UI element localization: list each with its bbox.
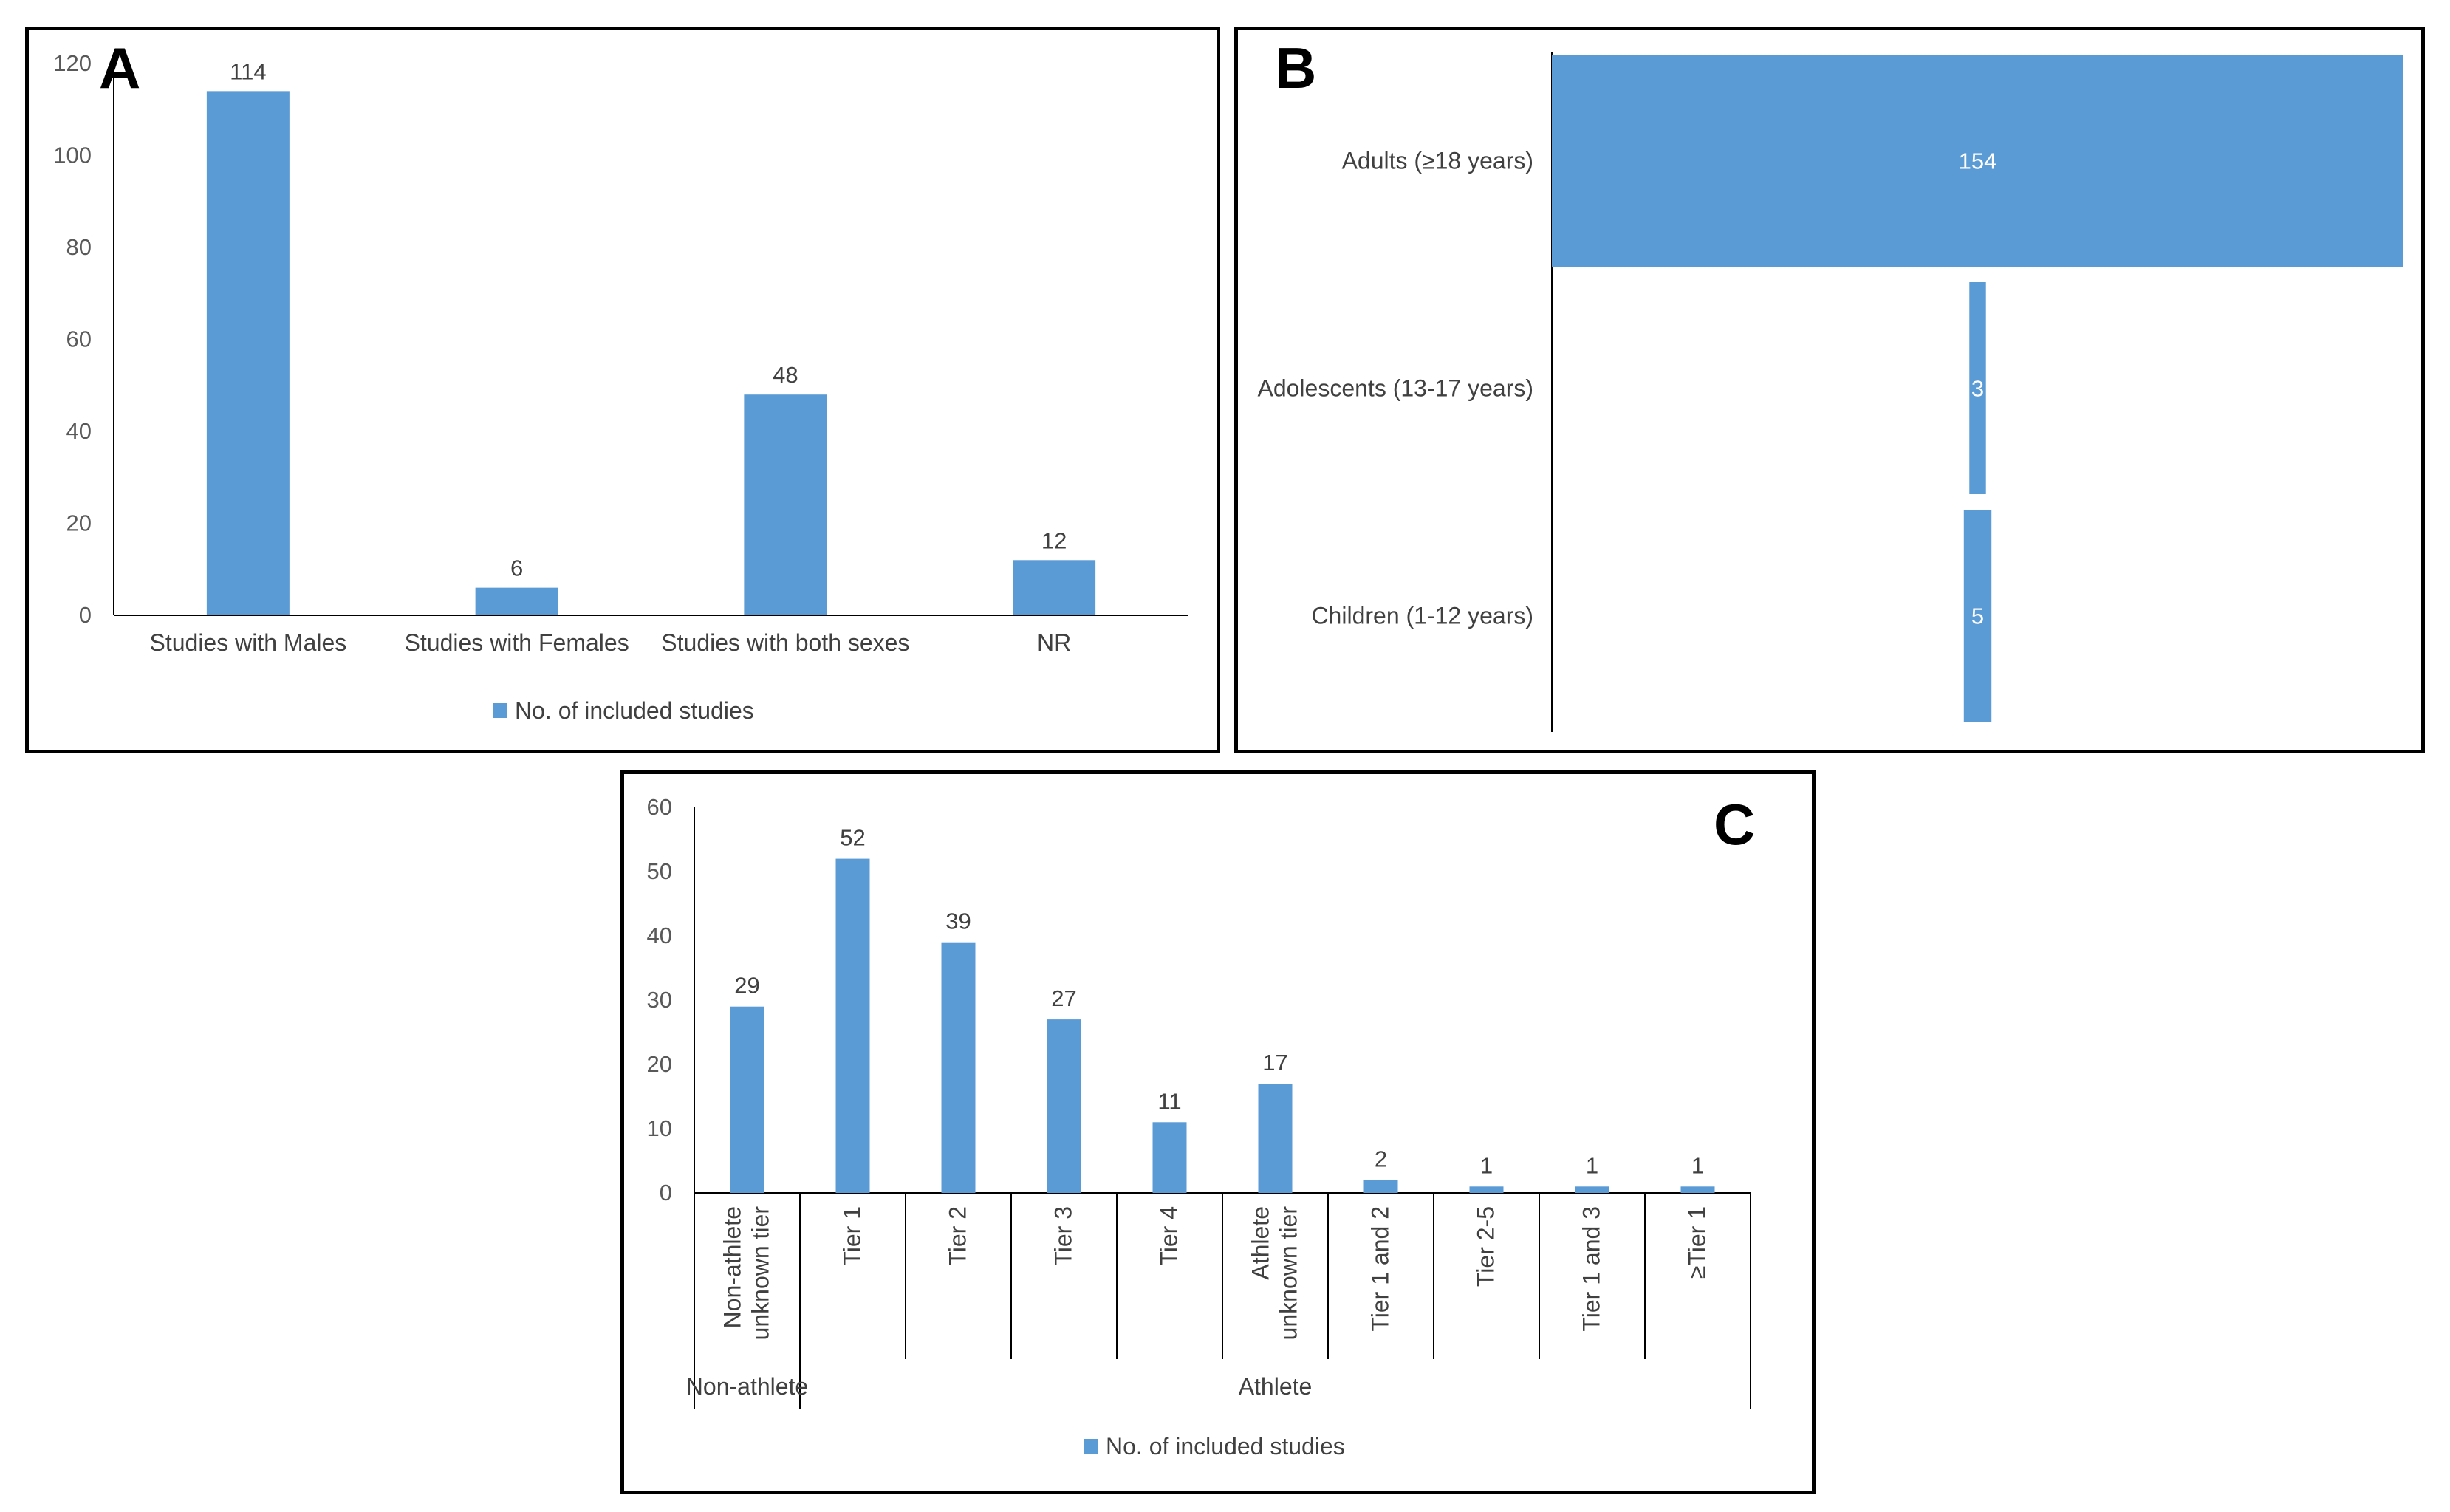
data-label: 48 [773, 362, 798, 388]
y-tick-label: 40 [647, 923, 672, 948]
x-tick-label: unknown tier [1276, 1206, 1302, 1341]
bar [835, 858, 870, 1193]
group-label: Athlete [1239, 1373, 1313, 1400]
x-tick-label: Tier 1 [839, 1206, 866, 1266]
category-label: Children (1-12 years) [1311, 603, 1533, 629]
category-label: Adults (≥18 years) [1342, 148, 1533, 174]
bar [941, 942, 976, 1193]
data-label: 39 [945, 909, 971, 934]
panel-letter: A [99, 35, 140, 100]
data-label: 1 [1480, 1152, 1493, 1178]
x-tick-label: Tier 1 and 3 [1578, 1206, 1605, 1332]
x-tick-label: unknown tier [747, 1206, 774, 1341]
x-tick-label: Non-athlete [719, 1206, 746, 1328]
data-label: 29 [734, 973, 759, 999]
bar [1047, 1019, 1081, 1193]
bar [1258, 1084, 1293, 1193]
data-label: 52 [840, 825, 865, 851]
y-tick-label: 0 [660, 1180, 672, 1205]
bar [1013, 560, 1096, 615]
legend-swatch [493, 703, 507, 718]
data-label: 5 [1971, 603, 1984, 629]
data-label: 1 [1691, 1152, 1704, 1178]
x-tick-label: Studies with Females [405, 629, 629, 656]
x-tick-label: Studies with Males [149, 629, 346, 656]
y-tick-label: 20 [66, 510, 92, 536]
group-label: Non-athlete [686, 1373, 808, 1400]
legend-swatch [1084, 1439, 1098, 1454]
x-tick-label: NR [1037, 629, 1071, 656]
chart-a: A 0 20 40 60 80 100 120 114 Studies with Males 6 St… [53, 35, 1188, 724]
x-tick-label: Studies with both sexes [661, 629, 909, 656]
y-tick-label: 30 [647, 987, 672, 1013]
bar [475, 587, 558, 615]
bar [1363, 1180, 1398, 1193]
funnel-bar [1969, 282, 1986, 494]
bar [1469, 1186, 1504, 1193]
data-label: 114 [230, 58, 266, 84]
legend-label: No. of included studies [515, 697, 754, 724]
y-tick-label: 60 [647, 794, 672, 820]
bar [206, 91, 290, 616]
x-tick-label: Athlete [1248, 1206, 1274, 1280]
panel-letter: C [1714, 792, 1755, 857]
data-label: 3 [1971, 376, 1984, 402]
bar [1575, 1186, 1609, 1193]
y-tick-label: 10 [647, 1115, 672, 1141]
data-label: 6 [510, 555, 523, 581]
y-tick-label: 40 [66, 418, 92, 444]
data-label: 11 [1157, 1088, 1181, 1114]
x-tick-label: Tier 4 [1156, 1206, 1183, 1266]
data-label: 154 [1959, 148, 1997, 174]
data-label: 2 [1375, 1146, 1387, 1172]
y-tick-label: 120 [53, 50, 92, 76]
x-tick-label: Tier 2 [945, 1206, 971, 1266]
data-label: 12 [1041, 527, 1067, 553]
bar [1680, 1186, 1715, 1193]
y-tick-label: 60 [66, 326, 92, 352]
x-tick-label: ≥Tier 1 [1684, 1206, 1711, 1279]
bar [744, 394, 827, 615]
bar [1152, 1122, 1187, 1193]
data-label: 1 [1586, 1152, 1598, 1178]
y-tick-label: 100 [53, 143, 92, 168]
x-tick-label: Tier 3 [1050, 1206, 1077, 1266]
funnel-bar [1963, 510, 1992, 722]
data-label: 27 [1051, 985, 1076, 1011]
panel-b: B 154 Adults (≥18 years) 3 Adolescents (13-1… [1234, 27, 2425, 753]
panel-c: C 0 10 20 30 40 50 60 29 Non-athlete unknown tier 5… [620, 770, 1816, 1494]
y-tick-label: 0 [79, 602, 92, 628]
x-tick-label: Tier 2-5 [1473, 1206, 1499, 1287]
panel-a: A 0 20 40 60 80 100 120 114 Studies with Males 6 St… [25, 27, 1220, 753]
funnel-bar [1552, 55, 2403, 267]
legend-label: No. of included studies [1106, 1433, 1345, 1460]
x-tick-label: Tier 1 and 2 [1367, 1206, 1394, 1332]
y-tick-label: 80 [66, 234, 92, 260]
y-tick-label: 50 [647, 858, 672, 884]
data-label: 17 [1262, 1050, 1287, 1075]
panel-letter: B [1275, 35, 1316, 100]
y-tick-label: 20 [647, 1051, 672, 1077]
category-label: Adolescents (13-17 years) [1257, 375, 1533, 402]
chart-b: B 154 Adults (≥18 years) 3 Adolescents (13-1… [1257, 35, 2403, 732]
bar [730, 1006, 764, 1193]
